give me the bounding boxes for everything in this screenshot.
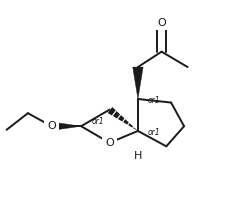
Polygon shape — [118, 115, 124, 122]
Text: or1: or1 — [147, 128, 160, 137]
Polygon shape — [52, 122, 81, 130]
Polygon shape — [128, 123, 133, 128]
Polygon shape — [133, 67, 143, 99]
Bar — [45, 119, 59, 133]
Polygon shape — [113, 111, 120, 118]
Text: O: O — [105, 138, 114, 148]
Text: O: O — [47, 121, 56, 131]
Bar — [156, 17, 168, 30]
Text: H: H — [134, 151, 142, 161]
Text: or1: or1 — [147, 96, 160, 105]
Polygon shape — [123, 119, 129, 125]
Bar — [44, 119, 59, 133]
Bar — [102, 136, 117, 150]
Text: O: O — [157, 18, 166, 28]
Polygon shape — [133, 127, 138, 131]
Text: or1: or1 — [92, 117, 104, 126]
Polygon shape — [108, 107, 116, 115]
